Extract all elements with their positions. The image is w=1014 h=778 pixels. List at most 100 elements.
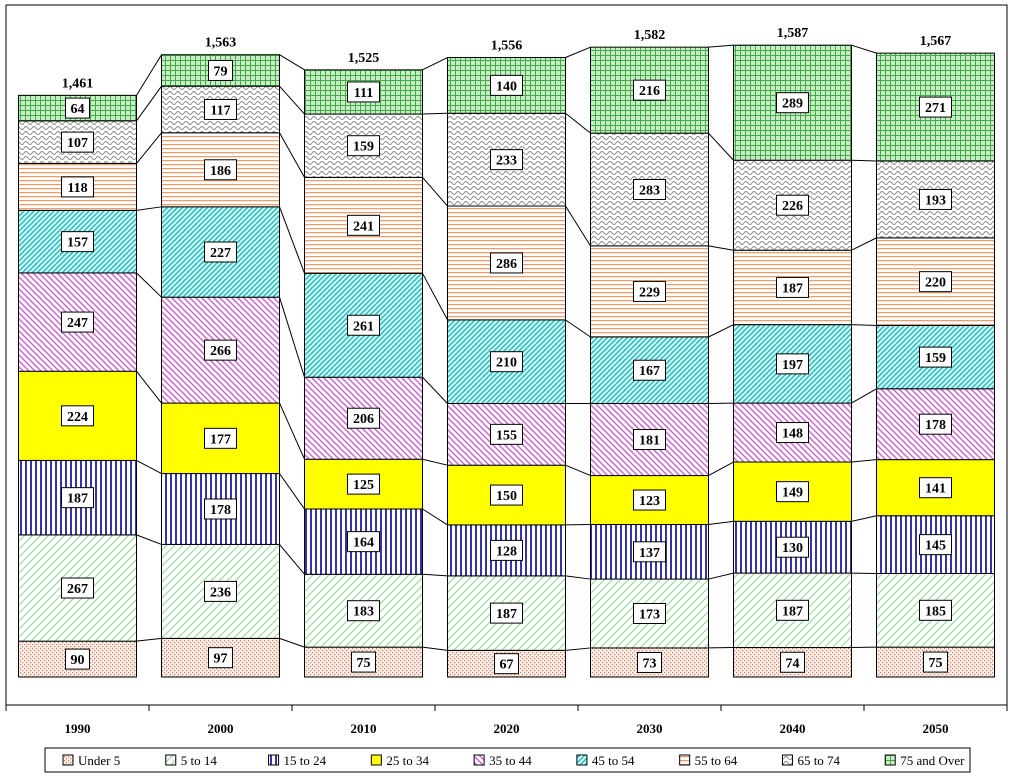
data-label-box: [919, 346, 952, 368]
data-label-box: [61, 577, 94, 599]
data-label-box: [204, 580, 237, 602]
data-label: 148: [782, 427, 803, 442]
data-label-box: [633, 359, 666, 381]
legend-swatch: [576, 754, 588, 766]
data-label-box: [919, 477, 952, 499]
series-connector-line: [279, 297, 305, 378]
series-connector-line: [422, 458, 448, 466]
series-connector-line: [422, 112, 448, 115]
data-label: 178: [210, 503, 231, 518]
data-label: 187: [782, 281, 803, 296]
data-label: 226: [782, 199, 803, 214]
data-label: 145: [925, 539, 946, 554]
total-labels: 1,461 1,563 1,525 1,556 1,582 1,587 1,567: [62, 26, 952, 91]
total-label: 1,525: [348, 51, 380, 66]
data-label-box: [633, 429, 666, 451]
x-tick-label: 2010: [351, 721, 377, 736]
series-connector-line: [136, 534, 162, 545]
series-connector-line: [851, 515, 877, 522]
total-label: 1,563: [205, 36, 237, 51]
data-label: 73: [643, 656, 657, 671]
series-connector-line: [708, 520, 734, 526]
data-label: 157: [67, 236, 88, 251]
legend-label: 35 to 44: [489, 753, 532, 768]
data-label: 271: [925, 101, 946, 116]
data-label: 128: [496, 544, 517, 559]
data-label-box: [65, 97, 90, 119]
data-label-box: [776, 481, 809, 503]
data-label-box: [633, 602, 666, 624]
series-connector-line: [708, 324, 734, 338]
series-connector-line: [708, 461, 734, 476]
data-label: 261: [353, 319, 374, 334]
data-label: 141: [925, 482, 946, 497]
data-label-box: [919, 413, 952, 435]
series-connector-line: [851, 388, 877, 404]
legend-label: 55 to 64: [695, 753, 738, 768]
legend-swatch: [473, 754, 485, 766]
series-connector-line: [708, 572, 734, 580]
data-label-box: [776, 422, 809, 444]
data-label: 178: [925, 418, 946, 433]
series-connector-line: [136, 637, 162, 642]
data-label-box: [65, 648, 90, 670]
data-label-box: [204, 159, 237, 181]
legend-swatch: [781, 754, 793, 766]
data-label-box: [204, 98, 237, 120]
data-label-box: [347, 214, 380, 236]
legend-swatch: [679, 754, 691, 766]
data-label: 197: [782, 358, 803, 373]
total-label: 1,567: [920, 34, 952, 49]
data-label: 233: [496, 154, 517, 169]
data-label-box: [490, 252, 523, 274]
data-label-box: [347, 135, 380, 157]
series-connector-line: [422, 177, 448, 207]
data-label: 289: [782, 97, 803, 112]
x-tick-label: 2020: [494, 721, 520, 736]
data-label: 75: [357, 656, 371, 671]
bar-segment-2020-75-and-over: [447, 57, 566, 114]
data-label-box: [923, 651, 948, 673]
data-label: 150: [496, 489, 517, 504]
data-label-box: [633, 178, 666, 200]
legend-label: 75 and Over: [900, 753, 965, 768]
data-label: 167: [639, 364, 660, 379]
legend-swatch: [62, 754, 74, 766]
series-connector-line: [279, 54, 305, 71]
data-label-box: [490, 484, 523, 506]
series-connector-line: [565, 464, 591, 477]
data-label: 283: [639, 183, 660, 198]
data-label: 64: [71, 102, 85, 117]
data-label: 159: [925, 351, 946, 366]
data-label-box: [347, 473, 380, 495]
data-label: 130: [782, 541, 803, 556]
series-connector-line: [851, 459, 877, 463]
data-label: 97: [214, 652, 228, 667]
data-label-box: [61, 231, 94, 253]
legend-swatch: [165, 754, 177, 766]
data-label-box: [776, 599, 809, 621]
data-label: 149: [782, 486, 803, 501]
data-label-box: [637, 651, 662, 673]
series-connector-line: [565, 575, 591, 580]
x-tick-label: 2030: [637, 721, 663, 736]
data-label-box: [208, 59, 233, 81]
data-label-box: [633, 280, 666, 302]
data-label-box: [204, 241, 237, 263]
data-label-box: [490, 74, 523, 96]
data-label: 236: [210, 585, 231, 600]
series-connector-line: [565, 647, 591, 651]
data-label: 186: [210, 164, 231, 179]
data-label: 125: [353, 478, 374, 493]
total-label: 1,582: [634, 28, 666, 43]
series-connector-line: [708, 44, 734, 48]
series-connector-line: [279, 85, 305, 115]
data-label: 79: [214, 64, 228, 79]
data-label: 216: [639, 84, 660, 99]
data-label-box: [347, 600, 380, 622]
legend-label: 45 to 54: [592, 753, 635, 768]
data-label: 183: [353, 605, 374, 620]
series-connector-line: [136, 459, 162, 475]
series-connector-line: [851, 44, 877, 54]
